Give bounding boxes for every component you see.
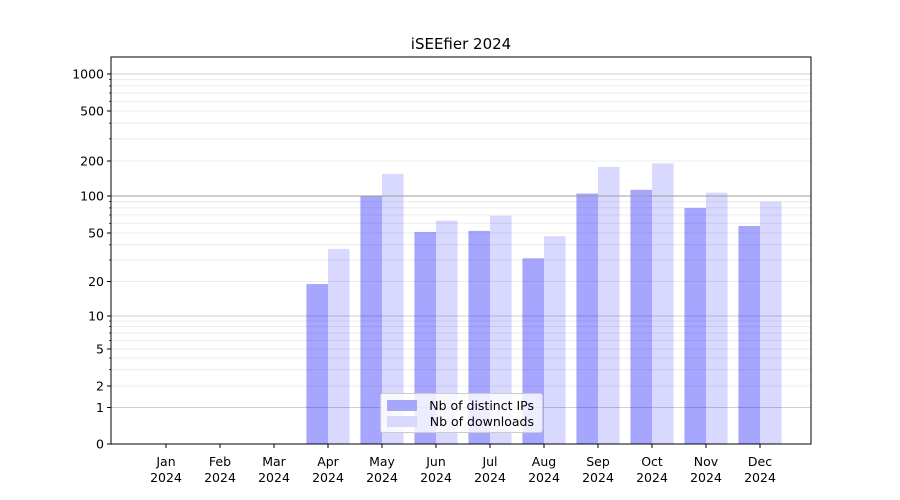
- bar-downloads-sep: [598, 166, 620, 445]
- legend-item-downloads: Nb of downloads: [387, 414, 534, 429]
- bar-downloads-aug: [544, 236, 566, 444]
- y-tick-label: 200: [80, 153, 104, 168]
- bar-ips-may: [360, 196, 382, 444]
- x-tick-label: Apr 2024: [312, 454, 344, 485]
- x-tick-label: Sep 2024: [582, 454, 614, 485]
- bar-downloads-may: [382, 173, 404, 444]
- x-tick-label: Jul 2024: [474, 454, 506, 485]
- bar-ips-jun: [414, 231, 436, 444]
- bar-downloads-oct: [652, 163, 674, 444]
- y-tick-label: 20: [88, 274, 104, 289]
- legend: Nb of distinct IPs Nb of downloads: [380, 393, 543, 433]
- x-tick-label: Jun 2024: [420, 454, 452, 485]
- legend-label-downloads: Nb of downloads: [429, 413, 534, 429]
- legend-swatch-ips: [387, 399, 417, 411]
- legend-label-ips: Nb of distinct IPs: [429, 397, 534, 413]
- x-tick-label: Mar 2024: [258, 454, 290, 485]
- x-tick-label: May 2024: [366, 454, 398, 485]
- bar-downloads-jun: [436, 220, 458, 444]
- y-tick-label: 500: [80, 103, 104, 118]
- bar-downloads-apr: [328, 248, 350, 444]
- bar-downloads-jul: [490, 215, 512, 444]
- bar-ips-apr: [306, 284, 328, 444]
- bar-ips-nov: [684, 207, 706, 444]
- chart-title: iSEEfier 2024: [410, 35, 512, 53]
- bar-downloads-dec: [760, 201, 782, 444]
- y-tick-label: 0: [96, 436, 104, 451]
- x-tick-label: Aug 2024: [528, 454, 560, 485]
- bar-ips-oct: [630, 189, 652, 444]
- y-tick-label: 1: [96, 400, 104, 415]
- x-tick-label: Dec 2024: [744, 454, 776, 485]
- legend-item-ips: Nb of distinct IPs: [387, 398, 534, 413]
- bar-ips-jul: [468, 230, 490, 444]
- x-tick-label: Oct 2024: [636, 454, 668, 485]
- plot-border: [110, 56, 812, 445]
- x-tick-label: Nov 2024: [690, 454, 722, 485]
- y-tick-label: 1000: [72, 66, 104, 81]
- x-tick-label: Jan 2024: [150, 454, 182, 485]
- bar-ips-sep: [576, 193, 598, 444]
- bar-ips-dec: [738, 226, 760, 444]
- legend-swatch-downloads: [387, 415, 417, 427]
- y-tick-label: 50: [88, 225, 104, 240]
- bar-downloads-nov: [706, 192, 728, 444]
- y-tick-label: 10: [88, 308, 104, 323]
- y-tick-label: 2: [96, 378, 104, 393]
- x-tick-label: Feb 2024: [204, 454, 236, 485]
- y-tick-label: 5: [96, 341, 104, 356]
- y-tick-label: 100: [80, 188, 104, 203]
